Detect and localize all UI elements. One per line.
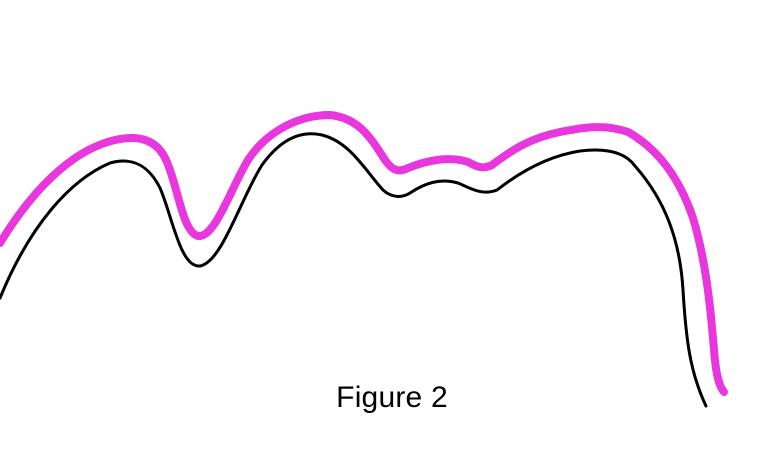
outer-outline-curve bbox=[0, 111, 728, 396]
figure-caption: Figure 2 bbox=[336, 381, 448, 414]
inner-outline-curve bbox=[0, 132, 708, 408]
